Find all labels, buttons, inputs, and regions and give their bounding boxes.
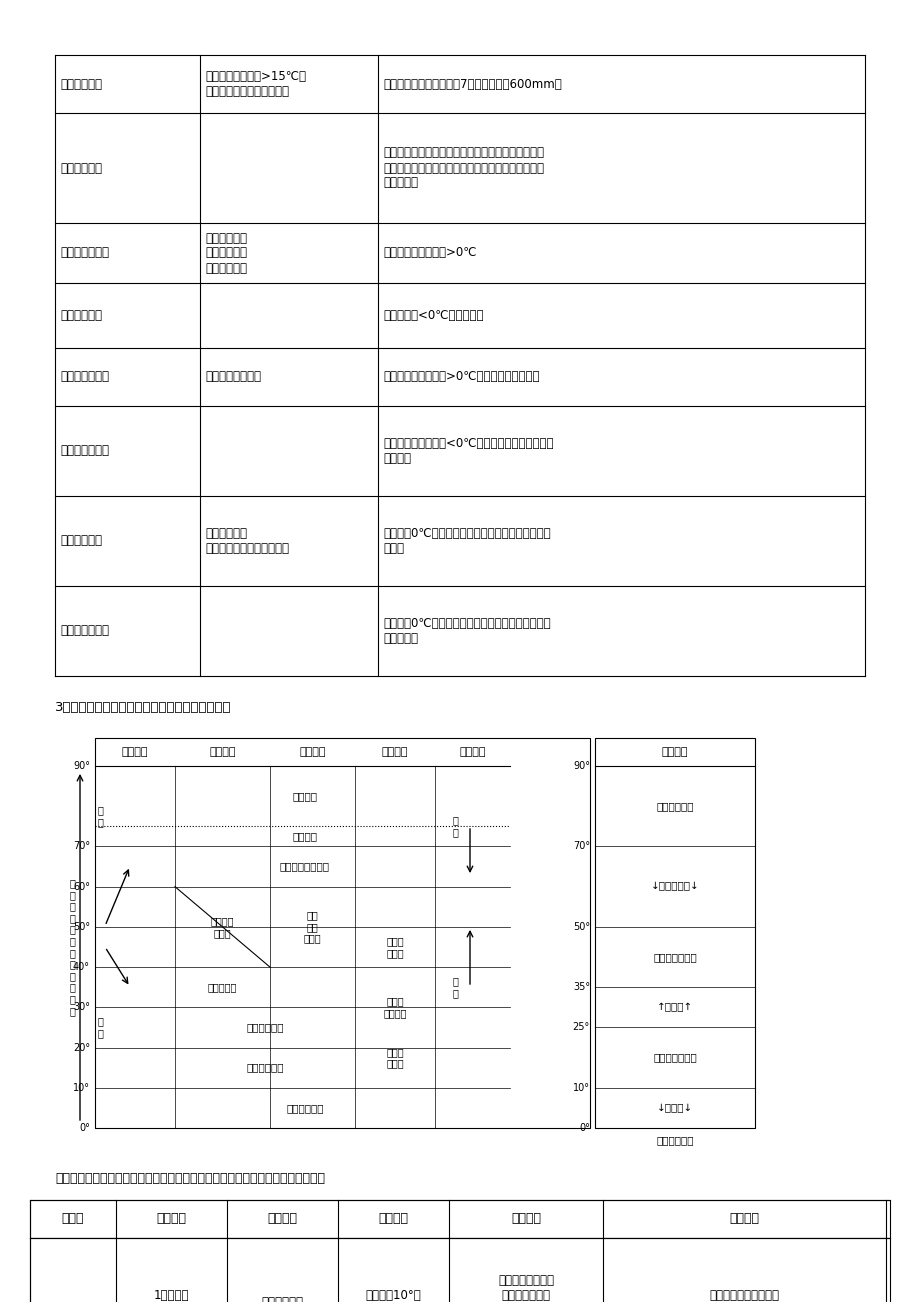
Text: 90°: 90° — [73, 760, 90, 771]
Text: 70°: 70° — [573, 841, 589, 852]
Text: 10°: 10° — [573, 1083, 589, 1092]
Text: 雨季降水量更集中更多（7月份降水突破600mm）: 雨季降水量更集中更多（7月份降水突破600mm） — [382, 78, 562, 91]
Text: 最冷月均温（关键）>0℃，各月降水分配均匀: 最冷月均温（关键）>0℃，各月降水分配均匀 — [382, 371, 539, 384]
Text: ↓信风带↓: ↓信风带↓ — [656, 1103, 692, 1113]
Text: 最冷月均温（关键）>0℃: 最冷月均温（关键）>0℃ — [382, 246, 476, 259]
Text: 最冷月均温<0℃，雨季较短: 最冷月均温<0℃，雨季较短 — [382, 309, 483, 322]
Text: 20°: 20° — [73, 1043, 90, 1052]
Text: 温带季风气候: 温带季风气候 — [60, 309, 102, 322]
Bar — [95, 738, 589, 1128]
Text: 70°: 70° — [73, 841, 90, 852]
Text: 苔原气候: 苔原气候 — [292, 832, 317, 841]
Text: 温带大陆性气候: 温带大陆性气候 — [60, 625, 108, 638]
Text: 热带草原气候: 热带草原气候 — [60, 161, 102, 174]
Text: 非洲刚果河流域、
亚洲印度尼西亚
等地、南美亚马孙
河流域: 非洲刚果河流域、 亚洲印度尼西亚 等地、南美亚马孙 河流域 — [497, 1273, 553, 1302]
Text: 降水总量有时相当: 降水总量有时相当 — [205, 371, 261, 384]
Text: 30°: 30° — [73, 1003, 90, 1013]
Text: ↑西风带↑: ↑西风带↑ — [656, 1003, 692, 1013]
Text: 形成原因: 形成原因 — [729, 1212, 759, 1225]
Text: 全年高温多雨: 全年高温多雨 — [261, 1297, 303, 1302]
Text: 二、全球主要气候类型：（分析气候的成因时先复习气压带和风带的分布及移动）: 二、全球主要气候类型：（分析气候的成因时先复习气压带和风带的分布及移动） — [55, 1172, 324, 1185]
Text: 亚热带季风气候: 亚热带季风气候 — [60, 246, 108, 259]
Text: 50°: 50° — [573, 922, 589, 932]
Text: 夏季高温多雨
冬季相对冷干
（雨热同期）: 夏季高温多雨 冬季相对冷干 （雨热同期） — [205, 232, 246, 275]
Text: 温带
大陆
性气候: 温带 大陆 性气候 — [303, 910, 321, 944]
Text: 气候特征: 气候特征 — [267, 1212, 297, 1225]
Text: 温带大陆性气候: 温带大陆性气候 — [60, 444, 108, 457]
Text: 相对降水量较少（若能从气温上判断该地是南半球，
则必是热带草原气候无疑，因为热带季风气候只分布
在北半球）: 相对降水量较少（若能从气温上判断该地是南半球， 则必是热带草原气候无疑，因为热带… — [382, 147, 543, 190]
Text: 90°: 90° — [573, 760, 589, 771]
Text: 气温：终年高温（>15℃）
降水：有明显的旱季和雨季: 气温：终年高温（>15℃） 降水：有明显的旱季和雨季 — [205, 70, 306, 98]
Text: 气温带: 气温带 — [62, 1212, 85, 1225]
Text: 40°: 40° — [73, 962, 90, 973]
Text: 35°: 35° — [573, 982, 589, 992]
Bar — [30, 1238, 889, 1302]
Text: 寒
流: 寒 流 — [97, 1016, 103, 1038]
Text: 热带沙漠气候: 热带沙漠气候 — [246, 1022, 283, 1032]
Text: 1、热带雨
林气候: 1、热带雨 林气候 — [153, 1289, 189, 1302]
Text: 均温低于0℃的月份多，一般无明显的雨季，年降水
量相对较少: 均温低于0℃的月份多，一般无明显的雨季，年降水 量相对较少 — [382, 617, 550, 644]
Text: 气候类型: 气候类型 — [156, 1212, 187, 1225]
Text: 0°: 0° — [79, 1124, 90, 1133]
Text: 暖
流: 暖 流 — [97, 805, 103, 827]
Text: 亚寒带针叶林气候: 亚寒带针叶林气候 — [279, 862, 330, 871]
Text: 60°: 60° — [73, 881, 90, 892]
Text: 0°: 0° — [578, 1124, 589, 1133]
Text: 暖
流: 暖 流 — [451, 976, 458, 997]
Text: 极地高气压带: 极地高气压带 — [655, 801, 693, 811]
Text: 最冷月均温（关键）<0℃，降水各月不一，一般集
中在夏季: 最冷月均温（关键）<0℃，降水各月不一，一般集 中在夏季 — [382, 437, 553, 465]
Text: 大陆中部: 大陆中部 — [299, 747, 325, 756]
Text: 3．气压带，风带，洋流和气候类型随纬度的分布: 3．气压带，风带，洋流和气候类型随纬度的分布 — [55, 702, 232, 715]
Text: 地中海气候: 地中海气候 — [208, 982, 237, 992]
Text: 热带雨林气候: 热带雨林气候 — [286, 1103, 323, 1113]
Text: 温带海洋性气候: 温带海洋性气候 — [60, 371, 108, 384]
Text: 热带季
风气候: 热带季 风气候 — [386, 1047, 403, 1069]
Text: 南、北纬10°之
间: 南、北纬10°之 间 — [365, 1289, 421, 1302]
Bar — [595, 738, 754, 1128]
Text: 温带季风气候: 温带季风气候 — [60, 535, 102, 548]
Text: 热带草原气候: 热带草原气候 — [246, 1062, 283, 1073]
Text: 50°: 50° — [73, 922, 90, 932]
Text: 气温冬冷夏热
降水状况都是夏季相对较多: 气温冬冷夏热 降水状况都是夏季相对较多 — [205, 527, 289, 555]
Text: 全年受赤道低气压带控
制下，盛行上升气流。: 全年受赤道低气压带控 制下，盛行上升气流。 — [709, 1289, 778, 1302]
Text: 太
阳
辐
射
从
低
纬
向
两
极
递
减: 太 阳 辐 射 从 低 纬 向 两 极 递 减 — [69, 879, 74, 1016]
Bar — [30, 1200, 889, 1238]
Text: 均温低于0℃的月份少，有明显的雨季，年降水量相
对较多: 均温低于0℃的月份少，有明显的雨季，年降水量相 对较多 — [382, 527, 550, 555]
Text: 分布地区: 分布地区 — [510, 1212, 540, 1225]
Text: 亚热带
季风气候: 亚热带 季风气候 — [383, 996, 406, 1018]
Text: 热带季风气候: 热带季风气候 — [60, 78, 102, 91]
Text: 大洋东侧: 大洋东侧 — [121, 747, 148, 756]
Text: ↓极地东风带↓: ↓极地东风带↓ — [650, 881, 698, 892]
Text: 大陆东部: 大陆东部 — [381, 747, 408, 756]
Text: 大洋西侧: 大洋西侧 — [459, 747, 485, 756]
Text: 副极地低气压带: 副极地低气压带 — [652, 952, 696, 962]
Text: 分布规律: 分布规律 — [378, 1212, 408, 1225]
Text: 10°: 10° — [73, 1083, 90, 1092]
Text: 大陆西部: 大陆西部 — [209, 747, 235, 756]
Text: 寒
流: 寒 流 — [451, 815, 458, 837]
Text: 大气环流: 大气环流 — [661, 747, 687, 756]
Text: 冰原气候: 冰原气候 — [292, 792, 317, 801]
Text: 温带海洋
性气候: 温带海洋 性气候 — [210, 917, 234, 937]
Text: 25°: 25° — [573, 1022, 589, 1032]
Text: 赤道低气压带: 赤道低气压带 — [655, 1135, 693, 1144]
Text: 副热带高气压带: 副热带高气压带 — [652, 1052, 696, 1062]
Text: 温带季
风气候: 温带季 风气候 — [386, 936, 403, 958]
